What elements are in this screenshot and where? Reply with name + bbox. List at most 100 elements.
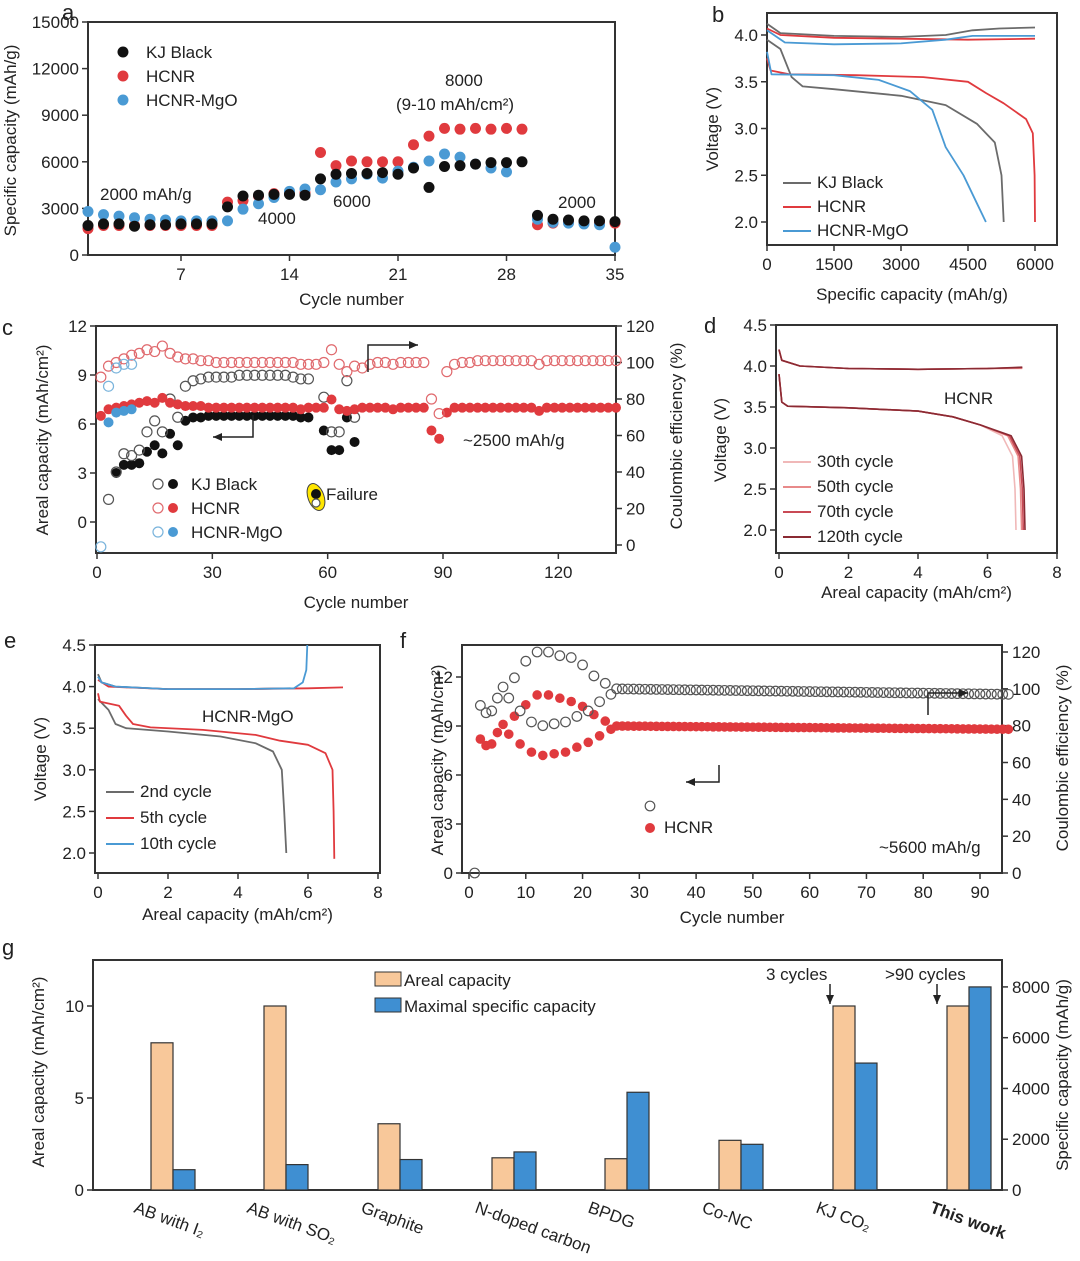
panel-g-arrow-90-cycles-head	[933, 995, 941, 1004]
panel-a-point-kj-black	[454, 160, 466, 172]
panel-c-legend-filled-marker	[168, 503, 178, 513]
panel-c-point	[611, 402, 621, 413]
panel-c-legend-text: KJ Black	[191, 475, 258, 494]
panel-c-point-open	[95, 541, 107, 553]
panel-e-curve-2nd-cycle-discharge	[97, 698, 288, 854]
panel-e-annotation: HCNR-MgO	[202, 707, 294, 726]
panel-c-legend-open-marker	[152, 478, 164, 490]
panel-f-point-open	[656, 684, 668, 695]
panel-c-point	[241, 402, 252, 413]
panel-f-point-open	[509, 672, 520, 684]
panel-g-bar-areal	[491, 1157, 515, 1191]
panel-c-point	[426, 425, 437, 436]
panel-b-xlabel: Specific capacity (mAh/g)	[816, 285, 1008, 304]
panel-c-point	[511, 402, 522, 413]
panel-c-point-open	[410, 356, 422, 369]
panel-c-point-open	[571, 355, 584, 367]
panel-c-point-open	[464, 356, 476, 369]
panel-f-y2tick-label: 0	[1012, 864, 1021, 883]
panel-c-arrow-right-axis-head	[409, 341, 418, 349]
panel-a-point-hcnr	[470, 122, 481, 134]
panel-f-point-open	[503, 692, 515, 704]
panel-c-y2tick-label: 0	[626, 536, 635, 555]
panel-c-point-open	[218, 371, 230, 383]
panel-a-point-hcnr	[516, 123, 528, 135]
panel-c-point-open	[264, 369, 276, 381]
panel-f-point-open	[662, 684, 674, 695]
panel-f-point	[543, 690, 554, 700]
panel-c-point-open	[472, 355, 484, 367]
panel-c-point	[372, 402, 383, 413]
panel-f-y2tick-label: 80	[1012, 717, 1031, 736]
panel-c-point-open	[172, 351, 184, 363]
panel-c-legend-open-marker	[152, 526, 164, 538]
panel-e-ytick-label: 3.5	[62, 719, 86, 738]
panel-c-point	[134, 458, 145, 469]
panel-c-point-open	[264, 356, 276, 369]
panel-g-legend-text: Areal capacity	[404, 971, 511, 990]
panel-g-bar-specific	[626, 1091, 650, 1191]
panel-f-y2tick-label: 60	[1012, 754, 1031, 773]
panel-e-legend-text: 2nd cycle	[140, 782, 212, 801]
panel-c-y2tick-label: 40	[626, 463, 645, 482]
panel-f-point-open	[758, 685, 770, 697]
panel-a-point-kj-black	[563, 214, 574, 226]
panel-c-y2tick-label: 120	[626, 317, 654, 336]
panel-f-point	[515, 739, 525, 749]
panel-c-point-open	[118, 358, 130, 370]
panel-g-category-label: AB with SO₂	[245, 1198, 339, 1248]
panel-f-point-open	[577, 659, 588, 671]
panel-d-xtick-label: 0	[774, 563, 783, 582]
panel-c-point-open	[156, 340, 168, 352]
panel-c-point-open	[564, 355, 576, 367]
panel-c-point-open	[102, 380, 115, 392]
panel-d-xtick-label: 2	[844, 563, 853, 582]
panel-f-frame	[461, 644, 1003, 874]
panel-c-point-open	[610, 355, 622, 367]
panel-g-y2tick-label: 8000	[1012, 978, 1050, 997]
panel-a-legend-marker	[117, 46, 129, 58]
panel-f-point-open	[582, 705, 594, 717]
panel-f-point-open	[474, 700, 486, 711]
panel-g-bar-areal	[604, 1158, 628, 1191]
panel-c-point	[103, 404, 114, 415]
panel-c-point-open	[195, 355, 207, 367]
panel-c-point-open	[95, 371, 107, 383]
panel-f-point-open	[844, 686, 855, 698]
panel-f-point	[560, 747, 571, 757]
panel-b-xtick-label: 1500	[815, 255, 853, 274]
panel-b-xtick-label: 4500	[949, 255, 987, 274]
panel-c-point-open	[341, 375, 353, 387]
panel-c-point-open	[318, 356, 330, 369]
panel-a-xtick-label: 7	[176, 265, 185, 284]
panel-a-point-hcnr	[330, 160, 342, 172]
panel-d-ytick-label: 3.0	[743, 439, 767, 458]
panel-c-y2tick-label: 100	[626, 354, 654, 373]
panel-b-legend-text: KJ Black	[817, 173, 884, 192]
panel-c-point-open	[418, 356, 430, 369]
panel-d-ytick-label: 2.0	[743, 521, 767, 540]
panel-a-legend-text: HCNR	[146, 67, 195, 86]
panel-d-ytick-label: 2.5	[743, 480, 767, 499]
panel-f-point	[475, 734, 486, 744]
panel-g-bar-specific	[740, 1143, 764, 1191]
panel-b-ytick-label: 3.5	[734, 73, 758, 92]
panel-a-point-hcnr	[439, 122, 450, 134]
panel-c-point-open	[387, 358, 399, 370]
panel-f-point-open	[753, 685, 764, 697]
panel-d-legend-text: 70th cycle	[817, 502, 894, 521]
panel-f-point	[492, 727, 503, 738]
panel-c-point-open	[202, 371, 215, 383]
panel-f-point-open	[775, 685, 787, 697]
panel-f-point-open	[997, 688, 1009, 700]
panel-label-g: g	[2, 935, 14, 960]
panel-f-arrow-right-axis	[927, 692, 968, 715]
panel-c-ytick-label: 9	[78, 366, 87, 385]
panel-c-point-open	[295, 373, 307, 385]
panel-a-point-kj-black	[330, 168, 342, 180]
panel-f-point-open	[650, 683, 662, 695]
panel-a-point-kj-black	[206, 218, 218, 230]
panel-d-curve-charge	[778, 349, 1023, 371]
panel-e-xtick-label: 0	[93, 883, 102, 902]
